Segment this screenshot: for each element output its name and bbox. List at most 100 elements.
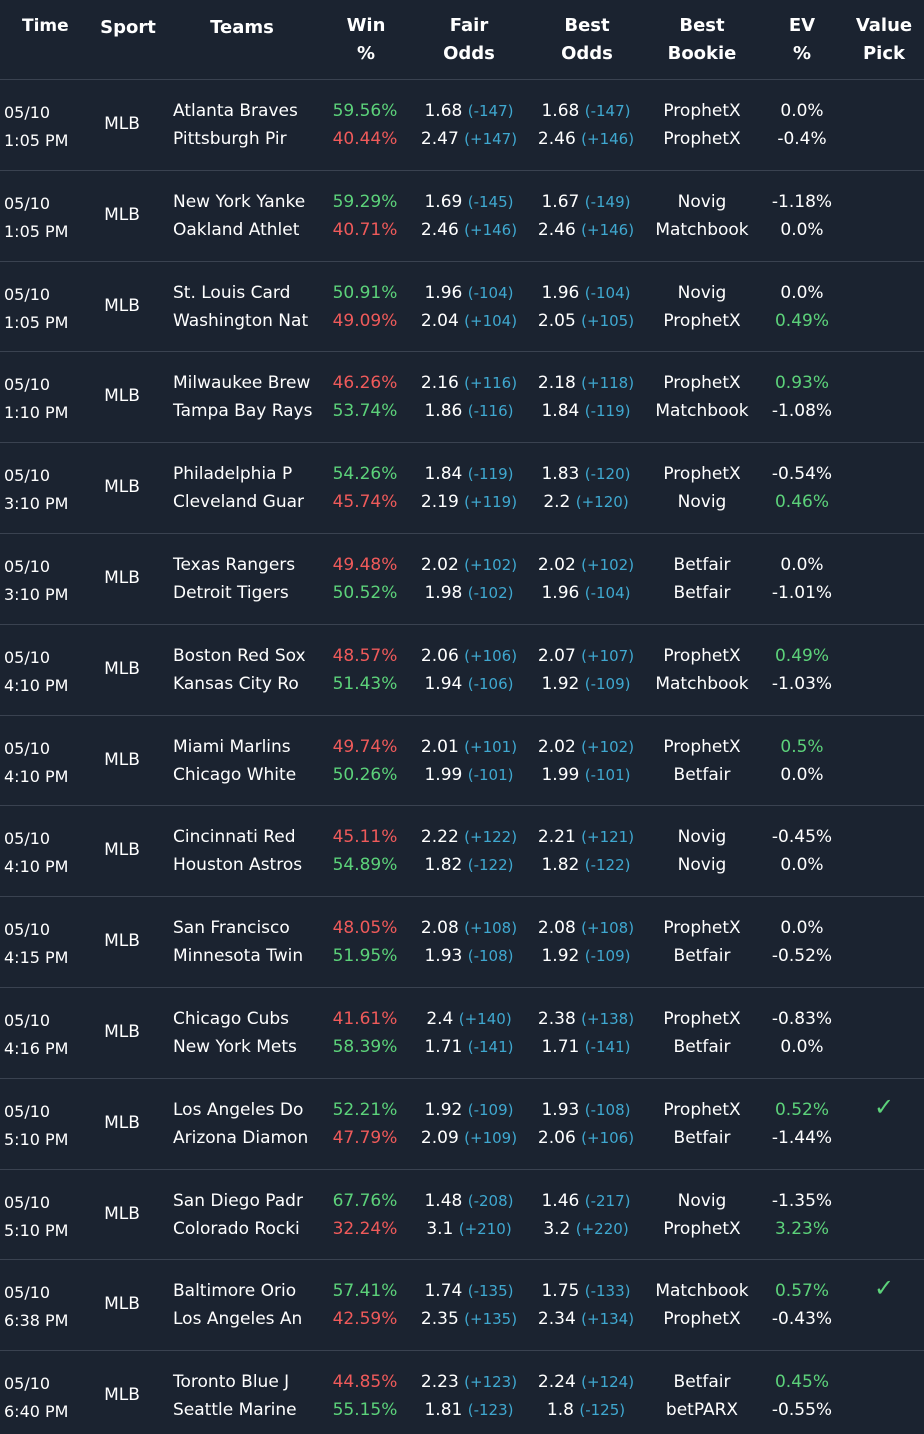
header-ev[interactable]: EV% bbox=[788, 15, 816, 64]
bookie-2[interactable]: Betfair bbox=[673, 1127, 731, 1148]
bookie-1[interactable]: ProphetX bbox=[663, 1099, 741, 1120]
bookie-1[interactable]: Novig bbox=[677, 191, 727, 212]
game-clock: 3:10 PM bbox=[4, 585, 69, 604]
fair-odds-2: 1.93 bbox=[424, 946, 463, 967]
table-row[interactable]: 05/10 6:40 PM MLB Toronto Blue J Seattle Mar… bbox=[0, 1351, 924, 1434]
fair-odds-2: 2.04 bbox=[420, 310, 459, 331]
fair-odds-1-american: (-147) bbox=[467, 102, 514, 120]
fair-odds-1-american: (-145) bbox=[467, 192, 514, 211]
teams-cell: Texas Rangers Detroit Tigers bbox=[173, 551, 295, 607]
game-date: 05/10 bbox=[4, 1283, 51, 1303]
best-odds-2-american: (+105) bbox=[581, 311, 635, 330]
fair-odds-cell: 1.84 (-119) 2.19 (+119) bbox=[412, 460, 526, 516]
bookie-2[interactable]: Betfair bbox=[673, 764, 731, 785]
best-odds-2-american: (+134) bbox=[581, 1310, 635, 1329]
bookie-1[interactable]: Novig bbox=[677, 1190, 727, 1211]
bookie-1[interactable]: ProphetX bbox=[663, 918, 741, 939]
bookie-2[interactable]: Matchbook bbox=[655, 219, 749, 240]
table-row[interactable]: 05/10 4:15 PM MLB San Francisco Minnesota Tw… bbox=[0, 897, 924, 988]
teams-cell: Milwaukee Brew Tampa Bay Rays bbox=[173, 369, 312, 425]
win-pct-1: 57.41% bbox=[332, 1281, 398, 1302]
bookie-1[interactable]: Betfair bbox=[673, 1372, 731, 1393]
bookie-1[interactable]: ProphetX bbox=[663, 645, 741, 666]
win-pct-1: 50.91% bbox=[332, 282, 398, 303]
table-row[interactable]: 05/10 4:10 PM MLB Miami Marlins Chicago Whit… bbox=[0, 716, 924, 807]
ev-cell: -0.54% 0.46% bbox=[762, 460, 842, 516]
header-fair-odds[interactable]: Fair Odds bbox=[443, 15, 495, 64]
bookie-2[interactable]: betPARX bbox=[665, 1400, 739, 1421]
best-bookie-cell: Novig ProphetX bbox=[650, 1187, 754, 1243]
game-date: 05/10 bbox=[4, 1101, 51, 1121]
fair-odds-2: 1.71 bbox=[424, 1037, 463, 1057]
bookie-2[interactable]: Betfair bbox=[673, 946, 731, 967]
header-teams[interactable]: Teams bbox=[210, 17, 274, 38]
best-odds-2-american: (-141) bbox=[584, 1038, 631, 1056]
bookie-1[interactable]: ProphetX bbox=[663, 373, 741, 394]
table-row[interactable]: 05/10 3:10 PM MLB Philadelphia P Cleveland G… bbox=[0, 443, 924, 534]
table-row[interactable]: 05/10 5:10 PM MLB San Diego Padr Colorado Ro… bbox=[0, 1170, 924, 1261]
fair-odds-1-american: (-119) bbox=[467, 465, 514, 484]
best-bookie-cell: ProphetX Matchbook bbox=[650, 642, 754, 698]
ev-2: 0.0% bbox=[780, 219, 824, 240]
bookie-2[interactable]: Betfair bbox=[673, 583, 731, 603]
value-pick-check-icon bbox=[862, 639, 906, 667]
sport-label: MLB bbox=[104, 114, 140, 134]
fair-odds-2-american: (+104) bbox=[464, 311, 518, 330]
bookie-1[interactable]: ProphetX bbox=[663, 464, 741, 485]
bookie-1[interactable]: Matchbook bbox=[655, 1281, 749, 1302]
table-row[interactable]: 05/10 4:16 PM MLB Chicago Cubs New York Mets… bbox=[0, 988, 924, 1079]
best-odds-1-american: (+124) bbox=[581, 1373, 635, 1392]
header-sport[interactable]: Sport bbox=[100, 17, 156, 38]
ev-2: -1.44% bbox=[771, 1127, 833, 1148]
ev-2: 0.0% bbox=[780, 764, 824, 785]
game-time: 05/10 4:10 PM bbox=[4, 826, 68, 882]
header-best-odds[interactable]: Best Odds bbox=[561, 15, 613, 64]
ev-1: 0.0% bbox=[780, 918, 824, 939]
bookie-1[interactable]: Betfair bbox=[673, 555, 731, 575]
best-odds-1: 2.24 bbox=[537, 1372, 576, 1393]
table-row[interactable]: 05/10 1:05 PM MLB Atlanta Braves Pittsburgh … bbox=[0, 80, 924, 171]
best-bookie-cell: Novig Novig bbox=[650, 823, 754, 879]
team-home: Los Angeles Do bbox=[173, 1099, 304, 1120]
ev-cell: -1.18% 0.0% bbox=[762, 188, 842, 244]
table-row[interactable]: 05/10 1:05 PM MLB St. Louis Card Washington … bbox=[0, 262, 924, 353]
fair-odds-cell: 2.02 (+102) 1.98 (-102) bbox=[412, 551, 526, 607]
bookie-2[interactable]: ProphetX bbox=[663, 1309, 741, 1330]
best-odds-1: 2.18 bbox=[537, 373, 576, 394]
teams-cell: Philadelphia P Cleveland Guar bbox=[173, 460, 304, 516]
bookie-2[interactable]: Matchbook bbox=[655, 673, 749, 694]
table-row[interactable]: 05/10 6:38 PM MLB Baltimore Orio Los Angeles… bbox=[0, 1260, 924, 1352]
bookie-2[interactable]: Novig bbox=[677, 855, 727, 876]
best-odds-2-american: (+146) bbox=[581, 220, 635, 239]
table-row[interactable]: 05/10 3:10 PM MLB Texas Rangers Detroit Tige… bbox=[0, 534, 924, 625]
header-best-bookie[interactable]: Best Bookie bbox=[667, 15, 737, 64]
bookie-1[interactable]: ProphetX bbox=[663, 101, 741, 121]
table-row[interactable]: 05/10 1:10 PM MLB Milwaukee Brew Tampa Bay R… bbox=[0, 352, 924, 444]
header-time[interactable]: Time bbox=[22, 16, 69, 36]
table-row[interactable]: 05/10 5:10 PM MLB Los Angeles Do Arizona Dia… bbox=[0, 1079, 924, 1170]
bookie-2[interactable]: Novig bbox=[677, 492, 727, 513]
table-row[interactable]: 05/10 4:10 PM MLB Boston Red Sox Kansas City… bbox=[0, 625, 924, 716]
bookie-2[interactable]: ProphetX bbox=[663, 310, 741, 331]
game-time: 05/10 5:10 PM bbox=[4, 1190, 68, 1246]
bookie-2[interactable]: Matchbook bbox=[655, 401, 749, 422]
bookie-2[interactable]: ProphetX bbox=[663, 129, 741, 149]
ev-1: 0.5% bbox=[780, 736, 824, 757]
table-row[interactable]: 05/10 1:05 PM MLB New York Yanke Oakland Ath… bbox=[0, 171, 924, 262]
bookie-2[interactable]: ProphetX bbox=[663, 1218, 741, 1239]
team-home: Cincinnati Red bbox=[173, 827, 296, 848]
header-value-pick[interactable]: Value Pick bbox=[855, 15, 913, 64]
value-pick-cell bbox=[862, 820, 906, 876]
bookie-1[interactable]: Novig bbox=[677, 827, 727, 848]
bookie-1[interactable]: ProphetX bbox=[663, 1009, 741, 1029]
game-time: 05/10 4:16 PM bbox=[4, 1008, 68, 1064]
value-pick-check-icon-2 bbox=[862, 667, 906, 695]
bookie-1[interactable]: Novig bbox=[677, 282, 727, 303]
team-away: Chicago White bbox=[173, 764, 297, 785]
bookie-1[interactable]: ProphetX bbox=[663, 736, 741, 757]
best-odds-1-american: (+121) bbox=[581, 828, 635, 847]
table-row[interactable]: 05/10 4:10 PM MLB Cincinnati Red Houston Ast… bbox=[0, 806, 924, 898]
win-pct-cell: 48.57% 51.43% bbox=[326, 642, 404, 698]
header-win[interactable]: Win% bbox=[346, 15, 386, 64]
bookie-2[interactable]: Betfair bbox=[673, 1037, 731, 1057]
